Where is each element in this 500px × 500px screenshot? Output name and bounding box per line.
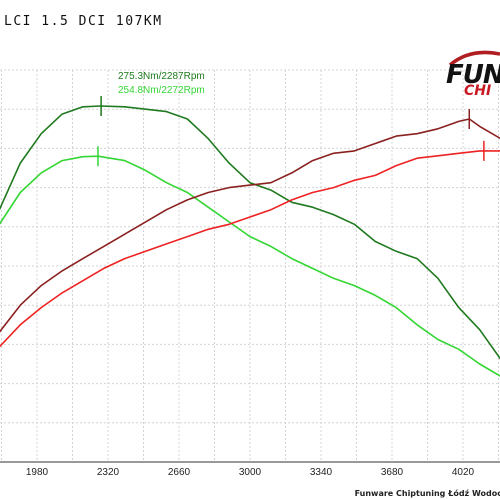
logo-swoosh-icon bbox=[448, 50, 500, 67]
series-line-3 bbox=[0, 150, 500, 348]
series-lines bbox=[0, 105, 500, 377]
x-tick-label: 3000 bbox=[239, 467, 262, 478]
x-tick-label: 2660 bbox=[168, 467, 191, 478]
x-tick-label: 3340 bbox=[310, 467, 333, 478]
funware-logo: FUN CHI bbox=[440, 48, 500, 103]
chart-title: LCI 1.5 DCI 107KM bbox=[4, 14, 163, 29]
x-tick-label: 1980 bbox=[26, 467, 49, 478]
grid bbox=[0, 69, 500, 463]
peak-annotation-1: 254.8Nm/2272Rpm bbox=[118, 85, 205, 96]
peak-markers bbox=[97, 96, 485, 167]
logo-subtext: CHI bbox=[464, 83, 492, 99]
x-tick-label: 4020 bbox=[452, 467, 475, 478]
x-tick-label: 3680 bbox=[381, 467, 404, 478]
series-line-2 bbox=[0, 118, 500, 333]
x-axis-ticks: 1980 2320 2660 3000 3340 3680 4020 bbox=[26, 467, 475, 478]
series-line-0 bbox=[0, 105, 500, 360]
logo-text: FUN bbox=[446, 60, 500, 90]
footer-credit: Funware Chiptuning Łódź Wodoc bbox=[354, 489, 500, 498]
series-line-1 bbox=[0, 155, 500, 377]
peak-annotation-0: 275.3Nm/2287Rpm bbox=[118, 71, 205, 82]
peak-annotations: 275.3Nm/2287Rpm 254.8Nm/2272Rpm bbox=[118, 71, 205, 96]
x-tick-label: 2320 bbox=[97, 467, 120, 478]
